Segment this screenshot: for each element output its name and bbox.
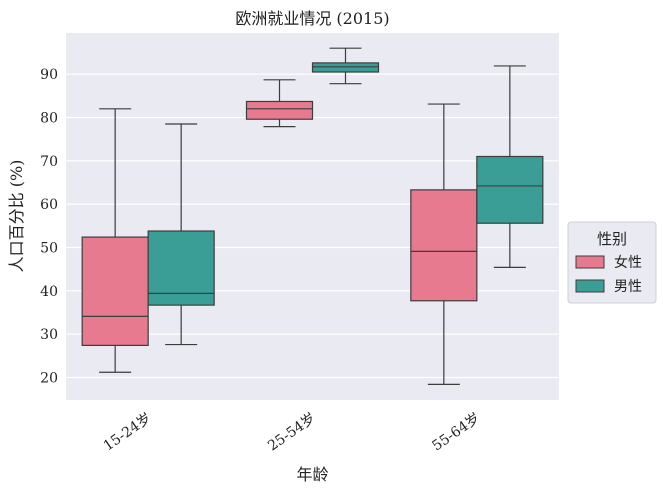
box-iqr (311, 62, 380, 73)
box-0-1 (245, 79, 314, 128)
legend: 性别 女性 男性 (567, 221, 657, 304)
box-iqr (81, 236, 149, 347)
legend-label-male: 男性 (614, 279, 642, 295)
x-tick-label: 15-24岁 (101, 410, 155, 454)
y-tick-label: 80 (40, 110, 58, 126)
box-1-2 (476, 65, 544, 269)
x-axis-label: 年龄 (296, 465, 328, 484)
box-0-0 (81, 108, 149, 373)
y-axis-label: 人口百分比 (%) (7, 160, 26, 273)
chart-title: 欧洲就业情况 (2015) (235, 9, 389, 28)
box-1-1 (311, 47, 380, 85)
box-iqr (245, 100, 314, 120)
legend-swatch-female (575, 255, 605, 269)
legend-label-female: 女性 (614, 254, 642, 271)
box-0-2 (410, 103, 478, 386)
y-tick-label: 90 (40, 67, 58, 83)
legend-swatch-male (575, 279, 605, 293)
box-iqr (476, 155, 544, 224)
legend-title: 性别 (597, 230, 627, 248)
x-tick-label: 25-54岁 (265, 410, 319, 454)
y-tick-label: 30 (40, 327, 58, 343)
y-tick-label: 60 (40, 197, 58, 213)
y-tick-label: 70 (40, 154, 58, 170)
y-tick-labels: 20 30 40 50 60 70 80 90 (40, 67, 58, 386)
box-iqr (147, 230, 215, 306)
box-series (81, 47, 544, 386)
y-tick-label: 40 (40, 284, 58, 300)
x-tick-label: 55-64岁 (429, 410, 483, 454)
y-tick-label: 20 (40, 370, 58, 386)
y-tick-label: 50 (40, 240, 58, 256)
box-1-0 (147, 123, 215, 346)
x-tick-labels: 15-24岁 25-54岁 55-64岁 (101, 410, 483, 454)
box-iqr (410, 189, 478, 302)
